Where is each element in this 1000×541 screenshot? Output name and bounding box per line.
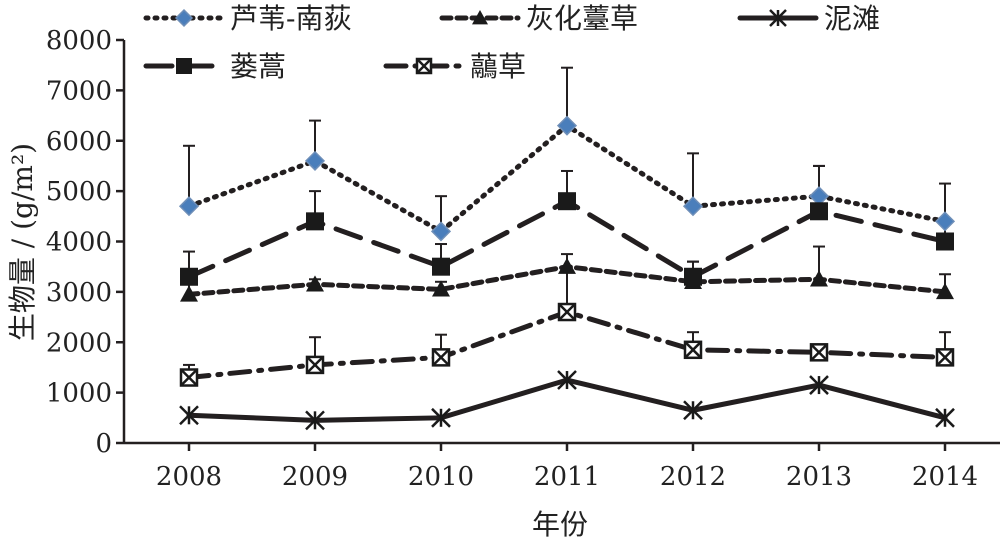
- legend-label: 虉草: [470, 50, 526, 83]
- star-cross-marker: [557, 370, 577, 390]
- x-box-marker: [415, 57, 433, 75]
- diamond-marker: [174, 8, 194, 28]
- star-cross-marker: [769, 9, 787, 27]
- y-axis-ticks: 0 1000 2000 3000 4000 5000 6000 7000 8000: [46, 26, 124, 459]
- x-tick-label: 2014: [912, 462, 978, 492]
- x-box-marker: [431, 348, 451, 367]
- x-axis-title: 年份: [532, 508, 588, 541]
- series-markers: [178, 115, 956, 431]
- square-marker: [810, 202, 828, 221]
- square-marker: [180, 267, 198, 286]
- x-box-stroke: [937, 349, 953, 366]
- x-box-stroke: [181, 369, 197, 386]
- triangle-marker: [810, 270, 828, 287]
- star-cross-marker: [305, 410, 325, 431]
- x-axis-ticks: 2008 2009 2010 2011 2012 2013 2014: [156, 443, 978, 492]
- y-tick-label: 5000: [46, 177, 112, 207]
- triangle-marker: [558, 257, 576, 274]
- y-tick-label: 0: [95, 429, 112, 459]
- y-tick-label: 6000: [46, 127, 112, 157]
- square-marker: [432, 257, 450, 276]
- x-box-marker: [179, 368, 199, 387]
- y-tick-label: 8000: [46, 26, 112, 56]
- triangle-marker: [472, 10, 488, 25]
- y-tick-label: 4000: [46, 228, 112, 258]
- legend-item: 芦苇-南荻: [143, 2, 351, 35]
- x-box-marker: [683, 340, 703, 360]
- y-tick-label: 7000: [46, 76, 112, 106]
- error-bars: [183, 66, 951, 378]
- legend-label: 灰化薹草: [526, 2, 638, 35]
- triangle-marker: [306, 275, 324, 292]
- x-tick-label: 2012: [660, 462, 726, 492]
- legend-label: 蒌蒿: [230, 50, 286, 83]
- x-tick-label: 2010: [408, 462, 474, 492]
- triangle-marker: [180, 285, 198, 302]
- square-marker: [306, 212, 324, 231]
- x-box-marker: [809, 343, 829, 362]
- square-marker: [558, 192, 576, 211]
- diamond-marker: [934, 211, 956, 232]
- diamond-marker: [304, 150, 326, 171]
- y-tick-label: 1000: [46, 379, 112, 409]
- x-box-stroke: [307, 357, 323, 373]
- legend-item: 蒌蒿: [143, 50, 286, 83]
- x-box-stroke: [559, 304, 575, 320]
- y-tick-label: 3000: [46, 278, 112, 308]
- y-axis-title: 生物量 / (g/m²): [6, 143, 39, 341]
- star-cross-marker: [431, 407, 451, 428]
- square-marker: [936, 232, 954, 251]
- square-marker: [176, 58, 192, 74]
- square-marker: [684, 267, 702, 286]
- diamond-marker: [682, 196, 704, 217]
- x-tick-label: 2011: [534, 462, 600, 492]
- x-tick-label: 2013: [786, 462, 852, 492]
- x-tick-label: 2008: [156, 462, 222, 492]
- y-tick-label: 2000: [46, 328, 112, 358]
- series-line: [186, 309, 948, 381]
- x-box-marker: [557, 302, 577, 322]
- x-box-marker: [935, 348, 955, 367]
- triangle-marker: [936, 282, 954, 300]
- x-box-stroke: [433, 349, 449, 366]
- x-tick-label: 2009: [282, 462, 348, 492]
- x-box-marker: [305, 355, 325, 375]
- diamond-marker: [556, 115, 578, 136]
- legend-item: 虉草: [383, 50, 526, 83]
- star-cross-marker: [179, 405, 199, 426]
- star-cross-marker: [809, 375, 829, 395]
- x-box-stroke: [417, 59, 431, 73]
- triangle-marker: [432, 280, 450, 297]
- x-box-stroke: [685, 341, 701, 358]
- x-box-stroke: [811, 344, 827, 361]
- legend-label: 泥滩: [824, 2, 880, 35]
- star-cross-marker: [935, 407, 955, 428]
- star-cross-marker: [683, 400, 703, 421]
- diamond-marker: [178, 196, 200, 217]
- legend-item: 灰化薹草: [439, 2, 638, 35]
- legend-item: 泥滩: [737, 2, 880, 35]
- legend-label: 芦苇-南荻: [230, 2, 351, 35]
- diamond-marker: [430, 221, 452, 242]
